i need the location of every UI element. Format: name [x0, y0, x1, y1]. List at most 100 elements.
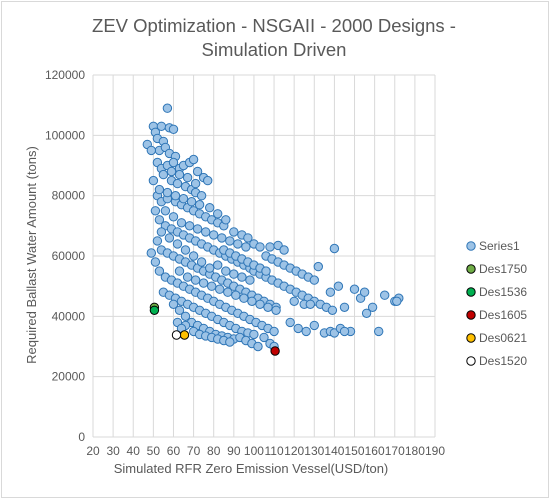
data-point: [215, 284, 225, 294]
x-tick-label: 170: [385, 444, 405, 458]
data-point: [349, 284, 360, 294]
data-point: [176, 218, 187, 228]
data-point: [174, 305, 185, 315]
data-point: [269, 326, 279, 337]
data-point: [217, 233, 227, 243]
data-point: [188, 251, 199, 261]
y-tick-label: 20000: [52, 370, 86, 384]
data-point: [198, 278, 209, 288]
data-point: [146, 248, 157, 258]
data-point: [164, 233, 175, 243]
y-tick-label: 80000: [52, 189, 86, 203]
chart-title-line2: Simulation Driven: [202, 39, 347, 60]
x-axis-ticks: 20 30 40 50 60 70 80 90 100 110 120 130 140 150 160 170…: [86, 444, 445, 458]
x-tick-label: 100: [244, 444, 264, 458]
data-point: [229, 269, 239, 279]
x-tick-label: 190: [425, 444, 445, 458]
data-point: [156, 227, 167, 237]
data-point: [327, 305, 338, 315]
data-point: [201, 227, 211, 237]
data-point: [190, 275, 201, 285]
x-tick-label: 120: [284, 444, 304, 458]
legend-label: Des1750: [479, 262, 527, 276]
legend-label: Series1: [479, 239, 520, 253]
data-point: [160, 206, 171, 216]
data-point: [259, 332, 269, 343]
legend-marker: [466, 264, 476, 274]
data-point: [221, 215, 231, 225]
data-point: [148, 175, 159, 186]
data-point: [325, 287, 336, 297]
data-point: [207, 281, 217, 291]
data-point: [329, 243, 340, 254]
data-point: [301, 326, 311, 337]
data-point: [213, 209, 223, 219]
data-point: [154, 184, 165, 195]
data-point: [154, 215, 165, 225]
legend-marker: [466, 287, 476, 297]
data-point: [305, 299, 315, 309]
data-point: [313, 261, 323, 272]
data-point: [182, 172, 193, 183]
data-point: [233, 239, 243, 249]
legend-marker: [466, 356, 476, 366]
data-point: [361, 308, 372, 318]
y-axis-ticks: 0 20000 40000 60000 80000 100000 120000: [45, 68, 85, 444]
data-point: [380, 290, 390, 300]
data-point: [392, 296, 402, 306]
data-point: [172, 178, 183, 189]
data-point: [190, 178, 201, 189]
data-point: [221, 266, 231, 276]
data-point: [174, 266, 185, 276]
data-point: [309, 275, 319, 285]
data-point: [192, 166, 203, 177]
legend: Series1 Des1750 Des1536 Des1605 Des0621 Des15…: [466, 239, 527, 368]
y-tick-label: 120000: [45, 68, 85, 82]
x-tick-label: 60: [167, 444, 181, 458]
y-tick-label: 60000: [52, 249, 86, 263]
data-point: [225, 337, 235, 347]
data-point: [188, 154, 199, 165]
data-point: [154, 266, 165, 276]
data-point: [245, 275, 255, 285]
data-point: [174, 169, 185, 180]
data-point: [150, 206, 161, 216]
data-point: [237, 272, 247, 282]
x-tick-label: 180: [405, 444, 425, 458]
data-point: [186, 197, 197, 207]
data-point: [156, 121, 167, 132]
legend-label: Des1520: [479, 354, 527, 368]
data-point: [150, 257, 161, 267]
data-point: [205, 263, 215, 273]
legend-label: Des1605: [479, 308, 527, 322]
x-tick-label: 50: [147, 444, 161, 458]
data-point: [241, 242, 251, 252]
data-point: [339, 326, 350, 337]
data-point: [239, 293, 249, 303]
data-point: [180, 245, 191, 255]
data-point: [249, 329, 259, 340]
legend-marker: [466, 310, 476, 320]
x-axis-label: Simulated RFR Zero Emission Vessel(USD/t…: [114, 461, 389, 476]
x-tick-label: 130: [304, 444, 324, 458]
data-point: [196, 257, 207, 267]
data-point: [255, 242, 265, 252]
data-point: [243, 233, 253, 243]
data-point: [253, 341, 263, 352]
x-tick-label: 80: [207, 444, 221, 458]
data-point: [293, 323, 303, 334]
data-point: [172, 239, 183, 249]
x-tick-label: 150: [345, 444, 365, 458]
data-point: [229, 227, 239, 237]
data-point: [168, 124, 179, 135]
data-points: [142, 103, 404, 356]
data-point-des1520: [171, 330, 182, 340]
data-point: [359, 287, 370, 297]
legend-marker: [466, 333, 476, 343]
data-point: [247, 296, 257, 306]
data-point: [261, 266, 271, 276]
x-tick-label: 70: [187, 444, 201, 458]
data-point: [285, 317, 295, 328]
data-point-des1605: [270, 346, 280, 356]
